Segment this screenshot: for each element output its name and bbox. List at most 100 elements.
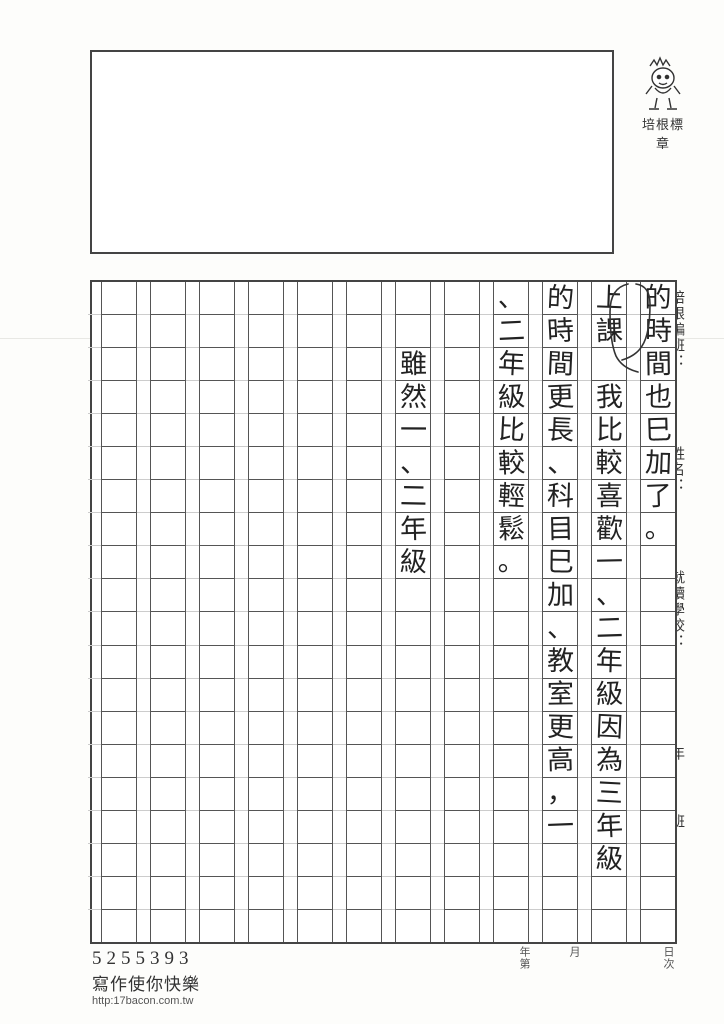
handwritten-char: 目: [546, 516, 574, 544]
grid-cell: [641, 844, 675, 877]
annotation-cell: [627, 811, 640, 844]
handwritten-char: 年: [595, 648, 623, 676]
grid-column: [88, 282, 136, 942]
annotation-cell: [333, 381, 346, 414]
annotation-cell: [529, 844, 542, 877]
grid-cell: [347, 546, 381, 579]
grid-cell: [102, 712, 136, 745]
annotation-cell: [333, 480, 346, 513]
grid-cell: [347, 844, 381, 877]
grid-cell: [298, 646, 332, 679]
annotation-cell: [627, 447, 640, 480]
grid-cell: 間: [543, 348, 577, 381]
handwritten-char: 、: [497, 284, 525, 312]
grid-cell: [102, 546, 136, 579]
annotation-cell: [137, 381, 150, 414]
grid-cell: [249, 414, 283, 447]
grid-cell: [151, 447, 185, 480]
annotation-cell: [137, 282, 150, 315]
grid-cell: [151, 315, 185, 348]
grid-cell: [151, 745, 185, 778]
grid-cell: [200, 745, 234, 778]
grid-cell: [347, 414, 381, 447]
annotation-cell: [431, 811, 444, 844]
annotation-cell: [235, 414, 248, 447]
annotation-cell: [235, 745, 248, 778]
footer-slogan: 寫作使你快樂: [92, 970, 200, 995]
grid-cell: 、: [592, 579, 626, 612]
handwritten-char: 時: [546, 317, 574, 345]
grid-cell: [151, 646, 185, 679]
grid-cell: 二: [396, 480, 430, 513]
handwritten-char: 的: [546, 284, 574, 312]
grid-cell: [151, 679, 185, 712]
annotation-cell: [578, 480, 591, 513]
annotation-cell: [529, 778, 542, 811]
grid-cell: [102, 480, 136, 513]
annotation-cell: [284, 447, 297, 480]
illustration-box: [90, 50, 614, 254]
grid-cell: [249, 513, 283, 546]
grid-cell: 比: [494, 414, 528, 447]
grid-cell: [347, 348, 381, 381]
annotation-cell: [480, 414, 493, 447]
annotation-cell: [529, 447, 542, 480]
handwritten-char: 了: [644, 482, 672, 510]
grid-cell: 高: [543, 745, 577, 778]
grid-cell: [249, 646, 283, 679]
grid-cell: [200, 315, 234, 348]
grid-cell: [200, 447, 234, 480]
annotation-cell: [284, 315, 297, 348]
annotation-cell: [578, 282, 591, 315]
grid-cell: [347, 712, 381, 745]
handwritten-char: 時: [644, 317, 671, 344]
grid-cell: [200, 480, 234, 513]
under-label-yue: 月: [566, 946, 582, 958]
annotation-cell: [284, 612, 297, 645]
grid-cell: [200, 844, 234, 877]
grid-cell: [151, 348, 185, 381]
annotation-cell: [88, 381, 101, 414]
grid-cell: 一: [543, 811, 577, 844]
grid-cell: 教: [543, 646, 577, 679]
handwritten-char: 課: [595, 317, 623, 345]
grid-cell: 時: [543, 315, 577, 348]
annotation-cell: [578, 745, 591, 778]
grid-cell: [347, 679, 381, 712]
handwritten-char: 我: [595, 383, 622, 410]
annotation-cell: [235, 712, 248, 745]
grid-cell: 時: [641, 315, 675, 348]
annotation-cell: [284, 579, 297, 612]
annotation-cell: [480, 546, 493, 579]
grid-cell: [396, 745, 430, 778]
handwritten-char: 。: [644, 515, 672, 543]
grid-cell: [445, 579, 479, 612]
annotation-cell: [88, 282, 101, 315]
grid-cell: [445, 348, 479, 381]
annotation-cell: [235, 646, 248, 679]
grid-cell: 歡: [592, 513, 626, 546]
handwritten-char: 比: [497, 416, 525, 444]
annotation-cell: [284, 546, 297, 579]
grid-cell: [298, 480, 332, 513]
handwritten-char: 鬆: [497, 515, 525, 543]
annotation-cell: [627, 546, 640, 579]
grid-cell: [347, 778, 381, 811]
annotation-cell: [333, 712, 346, 745]
grid-cell: [298, 844, 332, 877]
annotation-cell: [186, 877, 199, 910]
annotation-cell: [333, 579, 346, 612]
grid-cell: [396, 282, 430, 315]
annotation-cell: [235, 612, 248, 645]
annotation-cell: [529, 579, 542, 612]
annotation-cell: [627, 414, 640, 447]
grid-cell: [200, 646, 234, 679]
annotation-cell: [137, 778, 150, 811]
grid-cell: [445, 646, 479, 679]
annotation-cell: [431, 447, 444, 480]
grid-cell: [445, 414, 479, 447]
handwritten-char: 。: [497, 548, 525, 576]
grid-cell: [396, 811, 430, 844]
annotation-cell: [382, 381, 395, 414]
grid-cell: [494, 612, 528, 645]
